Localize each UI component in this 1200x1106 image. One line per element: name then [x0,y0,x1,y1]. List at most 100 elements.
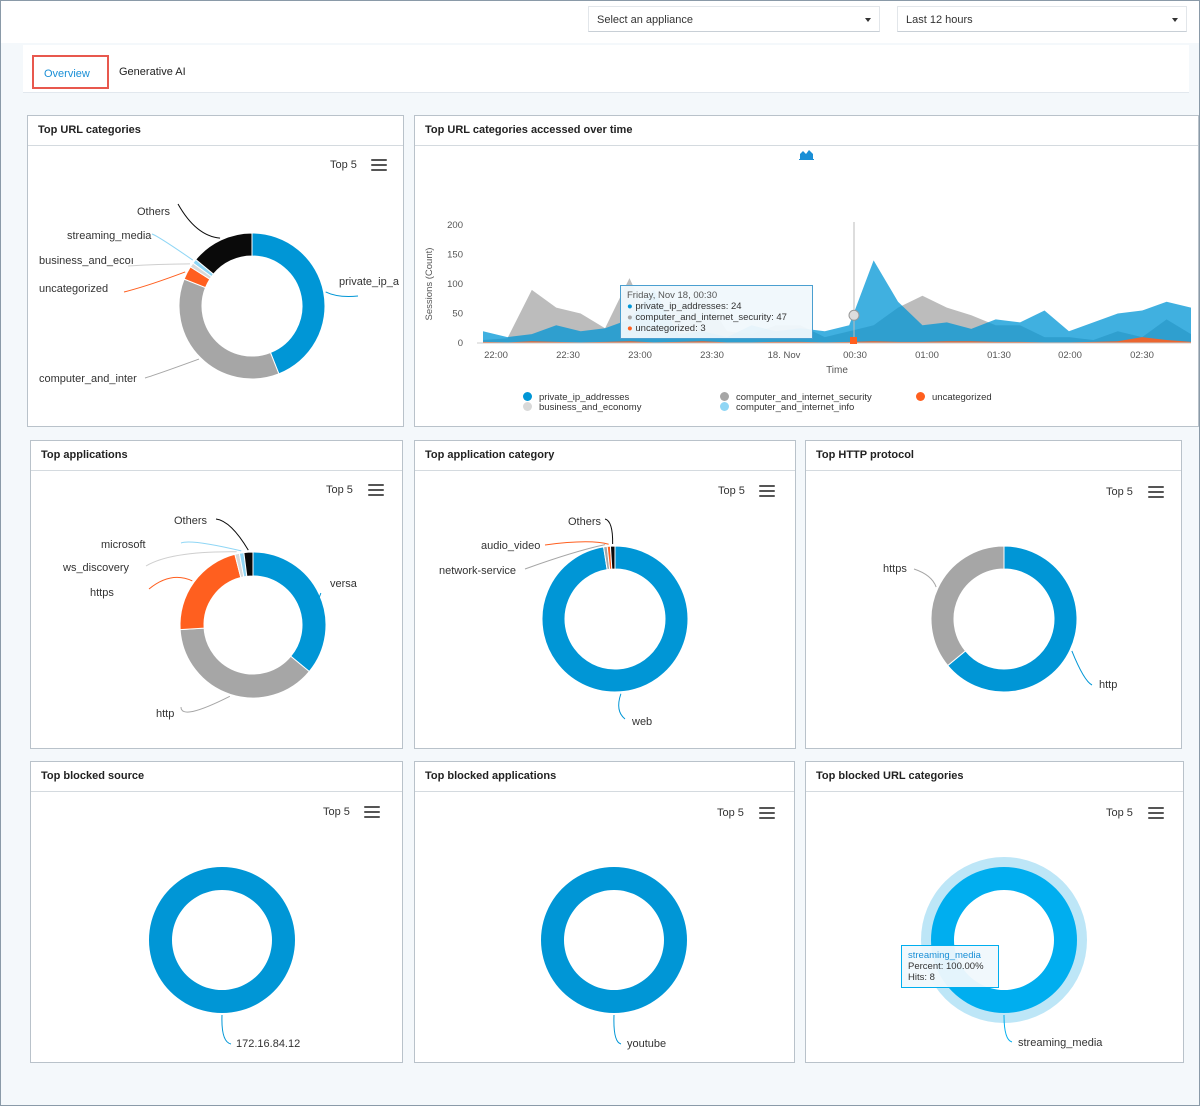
slice-label: https [90,587,114,599]
legend-item[interactable]: uncategorized [916,392,992,403]
leader-line [215,518,249,551]
legend-label: private_ip_addresses [539,392,630,403]
top-filter-bar: Select an appliance Last 12 hours [1,1,1199,43]
y-tick-label: 50 [452,309,463,320]
tab-generative-ai-label: Generative AI [119,66,186,78]
x-tick-label: 01:30 [987,350,1011,361]
legend-dot [523,392,532,401]
donut-slice-web[interactable] [541,545,689,693]
donut-slice-others[interactable] [609,545,616,570]
slice-label: web [631,716,652,728]
area-series-uncategorized[interactable] [483,337,1191,343]
legend-dot [720,402,729,411]
chart-legend: private_ip_addresses computer_and_intern… [523,392,1123,422]
slice-label: microsoft [101,539,146,551]
donut-slice-172-16-84-12[interactable] [148,867,295,1013]
tab-generative-ai[interactable]: Generative AI [109,55,196,89]
slice-label: 172.16.84.12 [236,1038,300,1050]
x-tick-label: 22:30 [556,350,580,361]
leader-line [123,271,186,293]
card-title: Top applications [31,441,402,471]
area-series-private-ip-addresses[interactable] [483,260,1191,343]
card-title: Top HTTP protocol [806,441,1181,471]
donut-slice-others[interactable] [243,551,254,577]
legend-dot [916,392,925,401]
x-tick-label: 01:00 [915,350,939,361]
menu-icon[interactable] [1148,807,1164,819]
tooltip-line-text: uncategorized: 3 [635,323,706,334]
donut-slice-http[interactable] [947,545,1078,693]
leader-line [144,358,200,379]
tab-overview-label: Overview [44,68,90,80]
slice-label: Others [137,206,171,218]
menu-icon[interactable] [368,484,384,496]
slice-label: http [1099,679,1117,691]
leader-line [1003,1014,1013,1043]
tooltip-line-text: private_ip_addresses: 24 [635,301,742,312]
leader-line [221,1014,232,1045]
donut-chart-url-categories: private_ip_a computer_and_inter uncategori… [39,203,400,385]
leader-line [148,576,193,590]
legend-dot [523,402,532,411]
menu-icon[interactable] [759,485,775,497]
leader-line [180,541,242,552]
card-title: Top blocked source [31,762,402,792]
legend-item[interactable]: computer_and_internet_info [720,402,854,413]
menu-icon[interactable] [1148,486,1164,498]
leader-line [127,263,190,267]
x-tick-label: 18. Nov [768,350,801,361]
time-range-select[interactable]: Last 12 hours [897,6,1187,32]
tooltip-line-text: computer_and_internet_security: 47 [635,312,787,323]
menu-icon[interactable] [364,806,380,818]
menu-icon[interactable] [371,159,387,171]
legend-item[interactable]: private_ip_addresses [523,392,629,403]
donut-chart-blocked-applications: youtube [540,867,687,1050]
donut-chart-blocked-source: 172.16.84.12 [148,867,300,1050]
slice-label: streaming_media [1018,1037,1103,1049]
donut-slice-https[interactable] [179,553,242,631]
card-top-blocked-applications: Top blocked applications Top 5 youtube [414,761,795,1063]
card-title: Top blocked URL categories [806,762,1183,792]
topn-label: Top 5 [717,807,744,819]
donut-slice-private-ip-a[interactable] [251,232,326,375]
card-title: Top blocked applications [415,762,794,792]
slice-label: computer_and_inter [39,373,137,385]
donut-slice-versa[interactable] [252,551,327,673]
legend-item[interactable]: computer_and_internet_security [720,392,872,403]
leader-line [544,541,609,546]
donut-slice-others[interactable] [195,232,253,275]
topn-label: Top 5 [1106,807,1133,819]
donut-chart-application-category: web network-service audio_video Others [439,516,689,728]
tooltip-line: ● private_ip_addresses: 24 [627,301,742,312]
legend-item[interactable]: business_and_economy [523,402,641,413]
y-tick-label: 0 [458,338,463,349]
hover-marker [850,337,857,344]
time-range-select-value: Last 12 hours [906,14,973,26]
x-tick-label: 23:30 [700,350,724,361]
area-chart-icon[interactable] [799,148,815,160]
tab-overview[interactable]: Overview [32,55,109,89]
slice-label: versa [330,578,358,590]
hover-marker [848,309,860,321]
leader-line [613,1014,622,1045]
donut-slice-https[interactable] [930,545,1005,667]
donut-slice-http[interactable] [179,627,310,699]
leader-line [1071,650,1093,686]
slice-label: audio_video [481,540,540,552]
card-top-blocked-url-categories: Top blocked URL categories Top 5 streami… [805,761,1184,1063]
donut-slice-computer-and-inter[interactable] [178,278,280,380]
leader-line [180,695,231,713]
slice-label: http [156,708,174,720]
donut-chart-blocked-url-categories: streaming_media [921,857,1103,1049]
leader-line [524,544,606,570]
menu-icon[interactable] [759,807,775,819]
donut-slice-youtube[interactable] [540,867,687,1013]
slice-label: private_ip_a [339,276,400,288]
card-title: Top URL categories [28,116,403,146]
appliance-select[interactable]: Select an appliance [588,6,880,32]
slice-label: uncategorized [39,283,108,295]
card-url-categories-over-time: Top URL categories accessed over time 0 5… [414,115,1199,427]
x-tick-label: 22:00 [484,350,508,361]
topn-label: Top 5 [718,485,745,497]
tooltip-name: streaming_media [908,950,981,961]
